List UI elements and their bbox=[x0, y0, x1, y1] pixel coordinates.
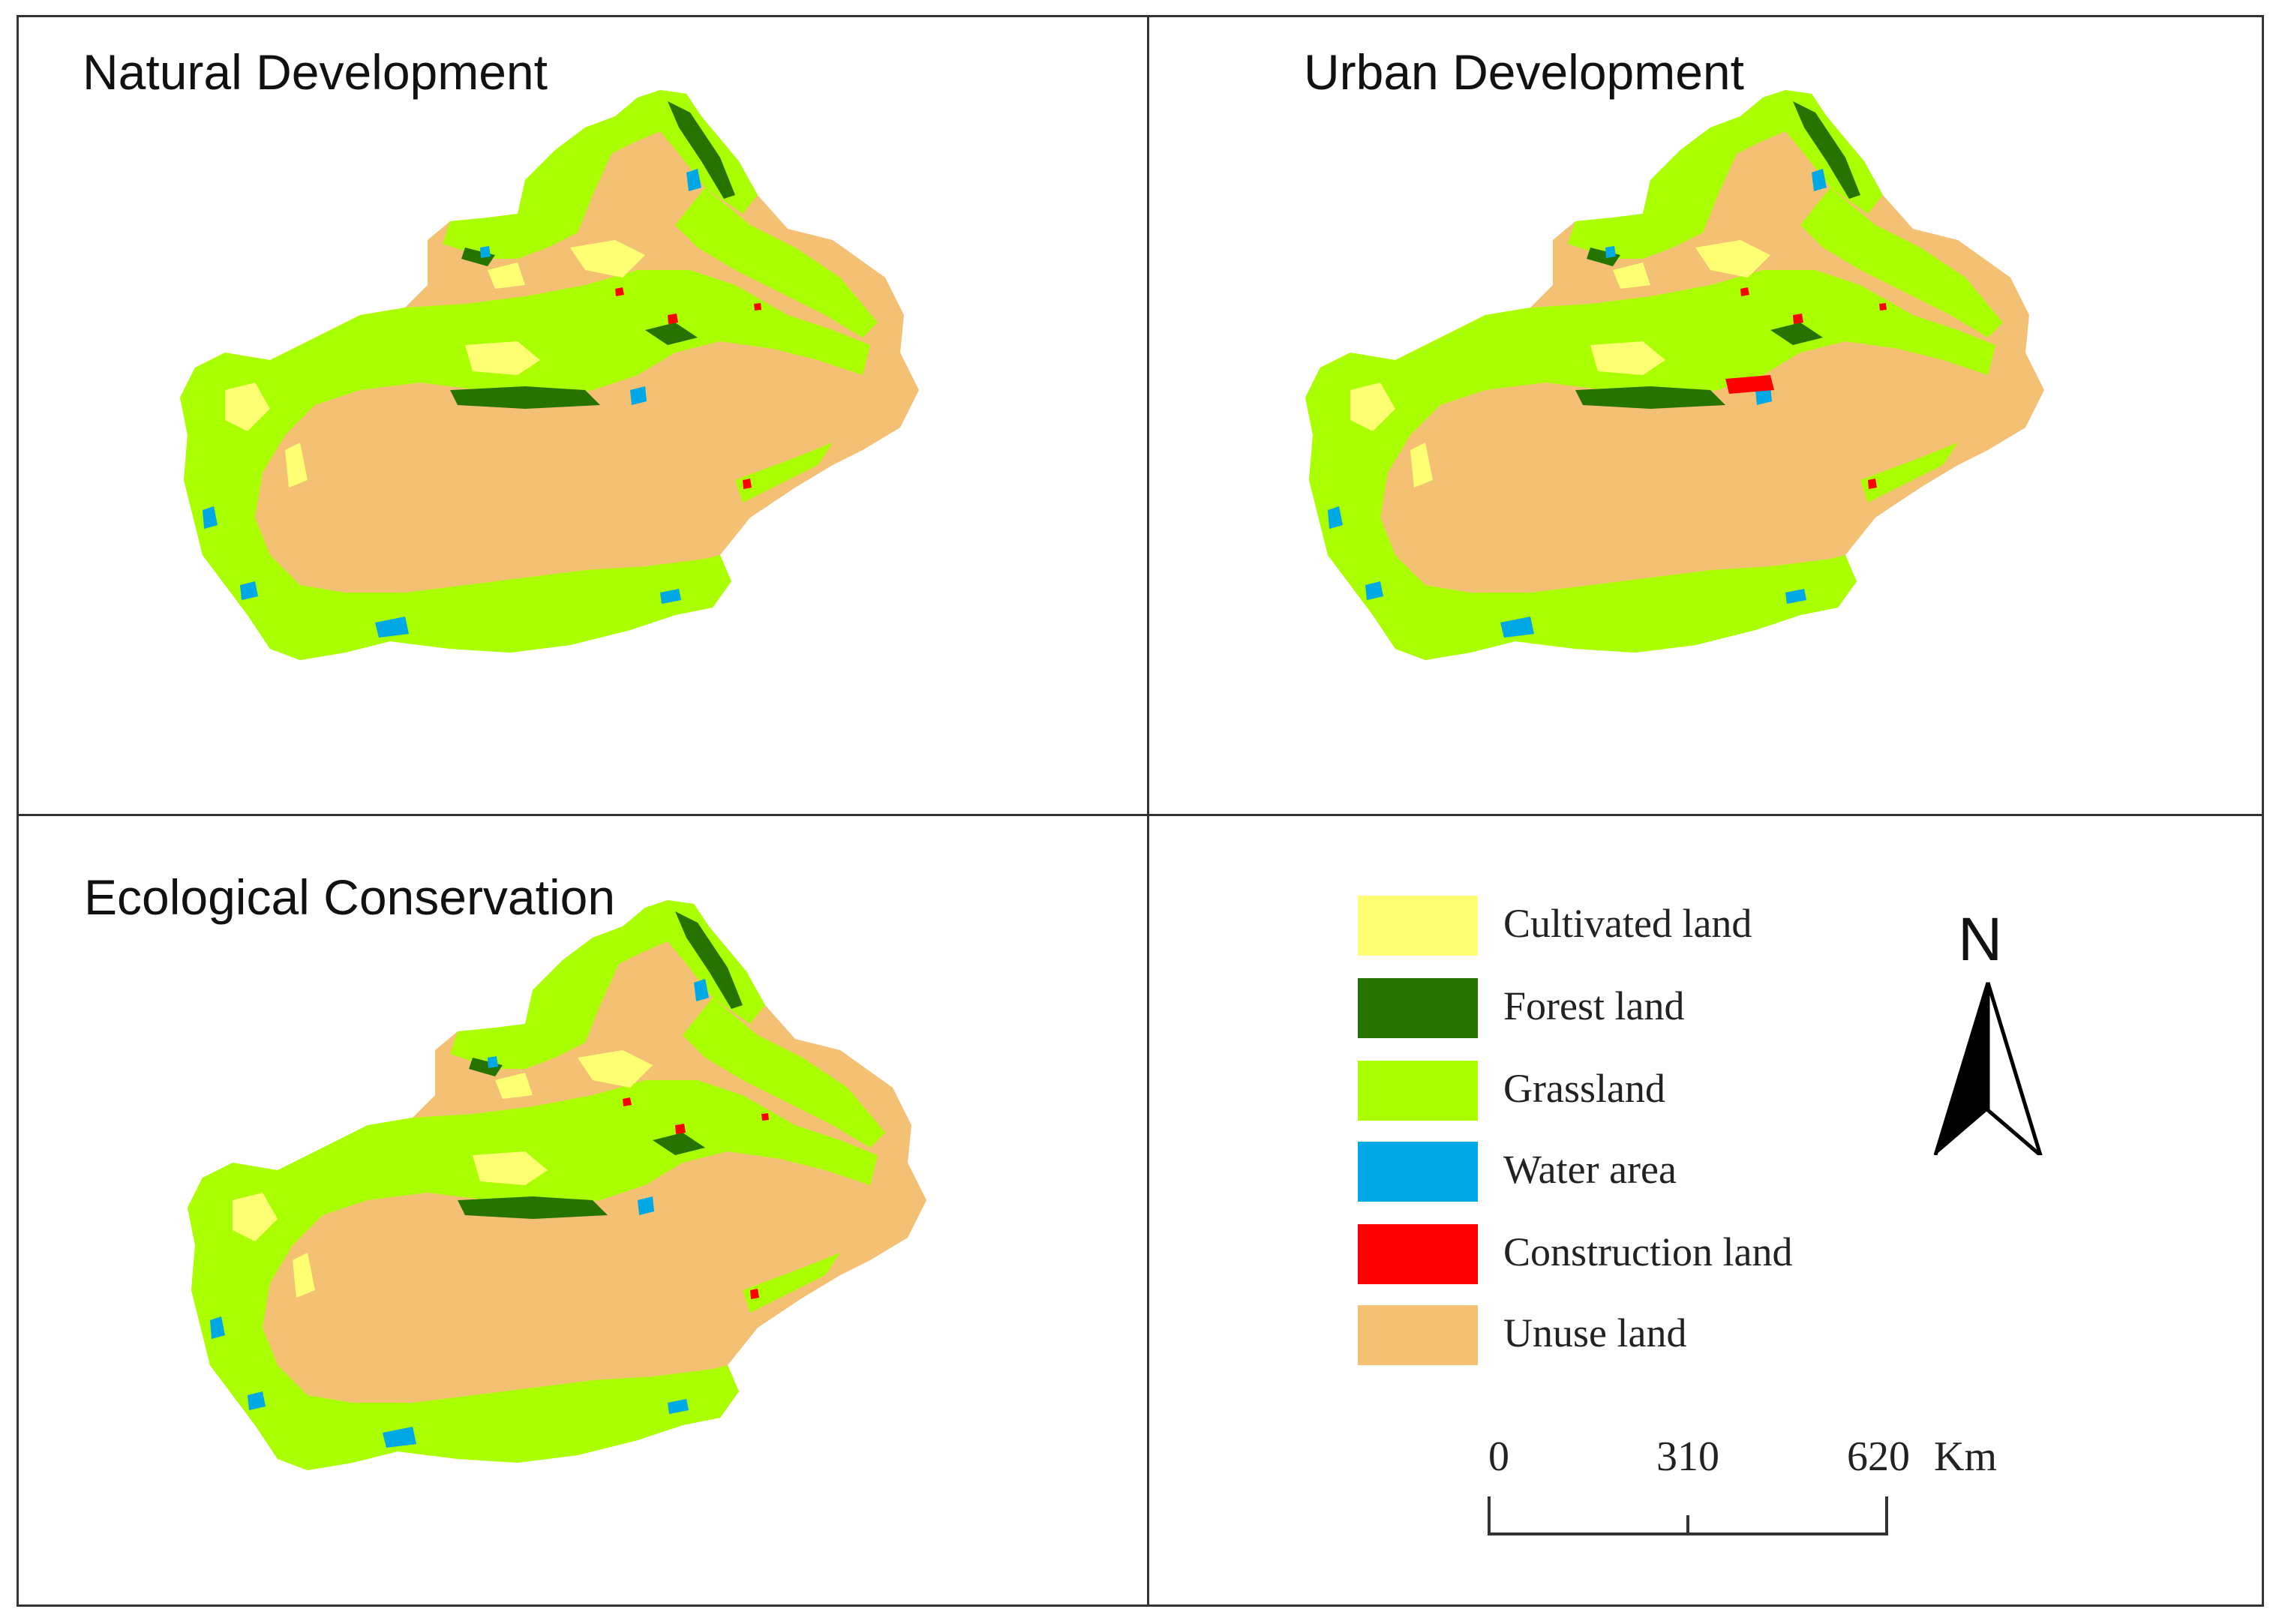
scale-tick-620: 620 bbox=[1847, 1433, 1910, 1480]
legend-swatch bbox=[1358, 1224, 1478, 1284]
north-arrow-label: N bbox=[1958, 905, 2003, 974]
legend-label: Water area bbox=[1503, 1147, 1677, 1192]
legend-label: Unuse land bbox=[1503, 1310, 1687, 1355]
scale-unit: Km bbox=[1934, 1433, 1997, 1480]
panel-title-urban: Urban Development bbox=[1304, 44, 1744, 100]
scale-tick-0: 0 bbox=[1488, 1433, 1509, 1480]
scale-tick-310: 310 bbox=[1656, 1433, 1719, 1480]
legend-swatch bbox=[1358, 978, 1478, 1038]
map-urban-development bbox=[1305, 90, 2044, 660]
map-natural-development bbox=[180, 90, 919, 660]
legend-label: Construction land bbox=[1503, 1229, 1793, 1274]
scale-bar bbox=[1488, 1496, 1888, 1535]
legend-label: Grassland bbox=[1503, 1066, 1665, 1111]
legend-swatch bbox=[1358, 1142, 1478, 1202]
panel-title-natural: Natural Development bbox=[83, 44, 548, 100]
panel-title-ecological: Ecological Conservation bbox=[84, 869, 616, 925]
panel-divider-vertical bbox=[1147, 17, 1149, 1604]
legend-swatch bbox=[1358, 896, 1478, 956]
map-ecological-conservation bbox=[188, 900, 926, 1470]
legend-swatch bbox=[1358, 1061, 1478, 1121]
north-arrow-icon bbox=[1933, 982, 2043, 1155]
panel-divider-horizontal bbox=[19, 814, 2262, 816]
legend-label: Cultivated land bbox=[1503, 901, 1752, 946]
legend-label: Forest land bbox=[1503, 983, 1685, 1028]
legend-swatch bbox=[1358, 1305, 1478, 1365]
